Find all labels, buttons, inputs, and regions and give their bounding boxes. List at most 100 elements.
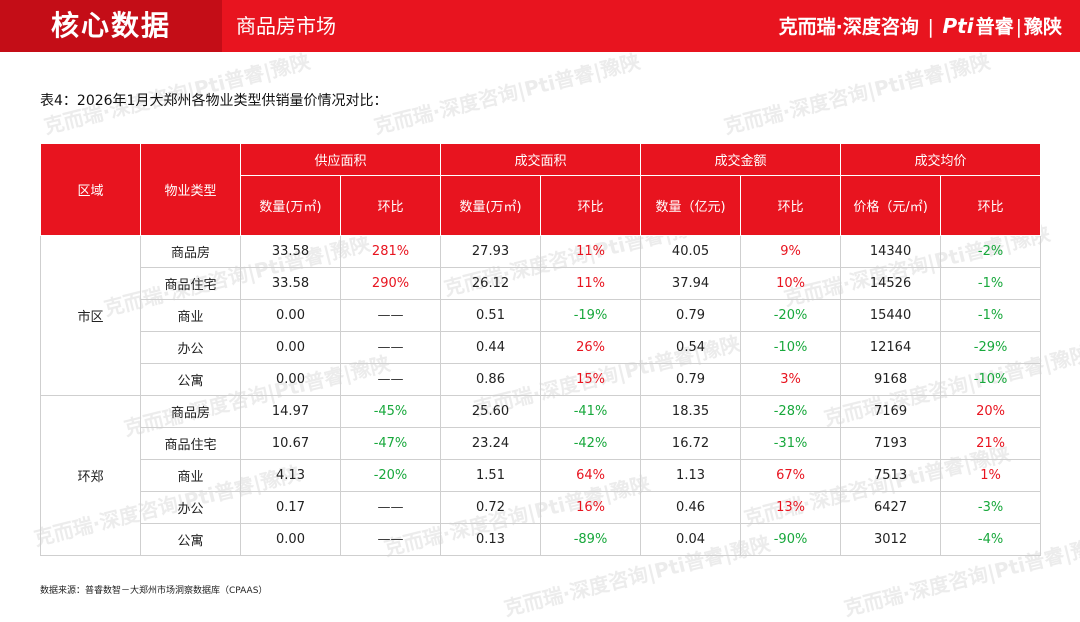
change-rate-cell: -20% — [339, 459, 442, 492]
header-group-deal-amount: 成交金额 — [640, 143, 842, 176]
value-cell: 7513 — [840, 459, 942, 492]
region-cell: 环郑 — [40, 395, 141, 556]
property-type-cell: 办公 — [140, 331, 241, 364]
value-cell: 6427 — [840, 491, 942, 524]
subheader-cell: 价格（元/㎡) — [840, 175, 942, 236]
header-property-type: 物业类型 — [140, 143, 241, 236]
value-cell: 0.17 — [240, 491, 341, 524]
value-cell: 33.58 — [240, 235, 341, 268]
change-rate-cell: -2% — [940, 235, 1042, 268]
change-rate-cell: —— — [339, 299, 442, 332]
change-rate-cell: 20% — [940, 395, 1042, 428]
value-cell: 7169 — [840, 395, 942, 428]
table-row: 商业 4.13 -20% 1.51 64% 1.13 67% 7513 1% — [41, 459, 1042, 492]
property-type-cell: 办公 — [140, 491, 241, 524]
change-rate-cell: -10% — [940, 363, 1042, 396]
subheader-cell: 数量(万㎡) — [240, 175, 341, 236]
value-cell: 1.51 — [440, 459, 542, 492]
value-cell: 27.93 — [440, 235, 542, 268]
subheader-cell: 环比 — [740, 175, 842, 236]
value-cell: 0.79 — [640, 299, 742, 332]
value-cell: 0.13 — [440, 523, 542, 556]
change-rate-cell: 11% — [540, 267, 642, 300]
value-cell: 0.46 — [640, 491, 742, 524]
value-cell: 9168 — [840, 363, 942, 396]
property-type-cell: 公寓 — [140, 363, 241, 396]
change-rate-cell: -20% — [740, 299, 842, 332]
change-rate-cell: -10% — [740, 331, 842, 364]
header-group-supply-area: 供应面积 — [239, 143, 442, 176]
change-rate-cell: -1% — [940, 267, 1042, 300]
value-cell: 0.00 — [240, 363, 341, 396]
value-cell: 4.13 — [240, 459, 341, 492]
value-cell: 26.12 — [440, 267, 542, 300]
value-cell: 0.04 — [640, 523, 742, 556]
change-rate-cell: 1% — [940, 459, 1042, 492]
value-cell: 0.44 — [440, 331, 542, 364]
property-type-cell: 商业 — [140, 459, 241, 492]
value-cell: 25.60 — [440, 395, 542, 428]
change-rate-cell: 3% — [740, 363, 842, 396]
subheader-cell: 环比 — [339, 175, 442, 236]
value-cell: 0.72 — [440, 491, 542, 524]
change-rate-cell: -1% — [940, 299, 1042, 332]
property-type-cell: 商品房 — [140, 235, 241, 268]
watermark-text: 克而瑞·深度咨询|Pti普睿|豫陕 — [721, 49, 993, 139]
subheader-cell: 环比 — [940, 175, 1042, 236]
header-group-avg-price: 成交均价 — [840, 143, 1042, 176]
change-rate-cell: —— — [339, 523, 442, 556]
change-rate-cell: -89% — [540, 523, 642, 556]
table-row: 办公 0.00 —— 0.44 26% 0.54 -10% 12164 -29% — [41, 331, 1042, 364]
change-rate-cell: 281% — [339, 235, 442, 268]
value-cell: 15440 — [840, 299, 942, 332]
change-rate-cell: -31% — [740, 427, 842, 460]
property-type-cell: 商品住宅 — [140, 267, 241, 300]
table-row: 公寓 0.00 —— 0.86 15% 0.79 3% 9168 -10% — [41, 363, 1042, 396]
value-cell: 18.35 — [640, 395, 742, 428]
subheader-cell: 数量（亿元) — [640, 175, 742, 236]
change-rate-cell: -90% — [740, 523, 842, 556]
table-row: 商业 0.00 —— 0.51 -19% 0.79 -20% 15440 -1% — [41, 299, 1042, 332]
table-row: 商品住宅 10.67 -47% 23.24 -42% 16.72 -31% 7193 21% — [41, 427, 1042, 460]
change-rate-cell: -45% — [339, 395, 442, 428]
header-bar: 核心数据 商品房市场 克而瑞·深度咨询 | Pti 普睿 | 豫陕 — [0, 0, 1080, 52]
change-rate-cell: -28% — [740, 395, 842, 428]
value-cell: 33.58 — [240, 267, 341, 300]
subheader-cell: 环比 — [540, 175, 642, 236]
value-cell: 14526 — [840, 267, 942, 300]
table-row: 商品住宅 33.58 290% 26.12 11% 37.94 10% 14526 -1% — [41, 267, 1042, 300]
value-cell: 0.86 — [440, 363, 542, 396]
header-group-deal-area: 成交面积 — [440, 143, 642, 176]
value-cell: 14340 — [840, 235, 942, 268]
change-rate-cell: 15% — [540, 363, 642, 396]
value-cell: 7193 — [840, 427, 942, 460]
change-rate-cell: 13% — [740, 491, 842, 524]
change-rate-cell: 9% — [740, 235, 842, 268]
value-cell: 14.97 — [240, 395, 341, 428]
brand-pti-mark: Pti — [942, 14, 974, 38]
value-cell: 40.05 — [640, 235, 742, 268]
value-cell: 3012 — [840, 523, 942, 556]
change-rate-cell: -42% — [540, 427, 642, 460]
value-cell: 1.13 — [640, 459, 742, 492]
property-type-cell: 商品住宅 — [140, 427, 241, 460]
value-cell: 0.00 — [240, 523, 341, 556]
subheader-cell: 数量(万㎡) — [440, 175, 542, 236]
property-type-cell: 商业 — [140, 299, 241, 332]
value-cell: 0.00 — [240, 331, 341, 364]
table-row: 市区 商品房 33.58 281% 27.93 11% 40.05 9% 14340 -2% — [40, 235, 1042, 396]
change-rate-cell: -3% — [940, 491, 1042, 524]
change-rate-cell: —— — [339, 363, 442, 396]
change-rate-cell: 67% — [740, 459, 842, 492]
table-caption: 表4：2026年1月大郑州各物业类型供销量价情况对比： — [40, 93, 388, 109]
change-rate-cell: -29% — [940, 331, 1042, 364]
brand-logos: 克而瑞·深度咨询 | Pti 普睿 | 豫陕 — [778, 14, 1062, 38]
change-rate-cell: 10% — [740, 267, 842, 300]
value-cell: 37.94 — [640, 267, 742, 300]
header-region: 区域 — [40, 143, 141, 236]
value-cell: 10.67 — [240, 427, 341, 460]
property-type-cell: 商品房 — [140, 395, 241, 428]
property-type-cell: 公寓 — [140, 523, 241, 556]
change-rate-cell: 21% — [940, 427, 1042, 460]
data-source-note: 数据来源：普睿数智－大郑州市场洞察数据库（CPAAS） — [40, 586, 268, 596]
